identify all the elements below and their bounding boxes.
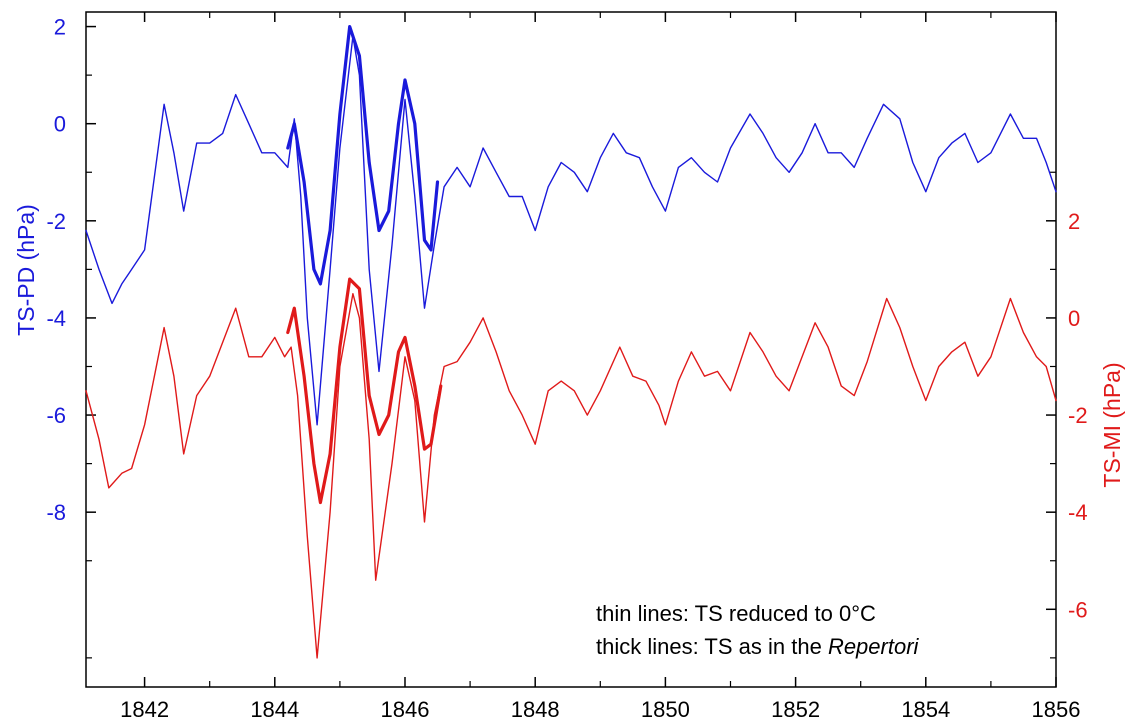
left-axis-title: TS-PD (hPa) bbox=[13, 204, 39, 336]
x-axis-ticks: 1842 1844 1846 1848 1850 1852 1854 1856 bbox=[120, 12, 1080, 722]
x-tick-label: 1848 bbox=[511, 697, 560, 722]
annotation-thin-lines-text: thin lines: TS reduced to 0°C bbox=[596, 601, 876, 626]
right-axis-title: TS-MI (hPa) bbox=[1099, 362, 1125, 487]
x-tick-label: 1842 bbox=[120, 697, 169, 722]
series-group bbox=[85, 25, 1057, 659]
left-tick-label: 2 bbox=[54, 15, 66, 40]
plot-frame bbox=[85, 11, 1057, 688]
ts-mi-thick-line bbox=[286, 277, 443, 505]
x-tick-label: 1854 bbox=[901, 697, 950, 722]
right-tick-label: 0 bbox=[1068, 306, 1080, 331]
right-tick-label: 2 bbox=[1068, 209, 1080, 234]
x-tick-label: 1844 bbox=[250, 697, 299, 722]
annotation-thick-lines-text: thick lines: TS as in the bbox=[596, 634, 828, 659]
annotation-thin-lines: thin lines: TS reduced to 0°C bbox=[596, 601, 876, 626]
x-tick-label: 1856 bbox=[1032, 697, 1081, 722]
annotation-thick-lines: thick lines: TS as in the Repertori bbox=[596, 634, 920, 659]
left-y-axis-ticks: 2 0 -2 -4 -6 -8 bbox=[46, 15, 96, 659]
right-tick-label: -2 bbox=[1068, 403, 1088, 428]
left-tick-label: -8 bbox=[46, 500, 66, 525]
x-tick-label: 1850 bbox=[641, 697, 690, 722]
ts-mi-thin-line bbox=[85, 293, 1057, 659]
x-tick-label: 1852 bbox=[771, 697, 820, 722]
x-tick-label: 1846 bbox=[381, 697, 430, 722]
right-tick-label: -4 bbox=[1068, 500, 1088, 525]
left-tick-label: -2 bbox=[46, 209, 66, 234]
left-tick-label: 0 bbox=[54, 112, 66, 137]
left-tick-label: -4 bbox=[46, 306, 66, 331]
left-tick-label: -6 bbox=[46, 403, 66, 428]
right-y-axis-ticks: 2 0 -2 -4 -6 bbox=[1046, 171, 1088, 659]
ts-pd-thick-line bbox=[286, 25, 440, 286]
annotation-repertori-italic: Repertori bbox=[828, 634, 920, 659]
ts-pd-thin-line bbox=[85, 35, 1057, 426]
right-tick-label: -6 bbox=[1068, 597, 1088, 622]
